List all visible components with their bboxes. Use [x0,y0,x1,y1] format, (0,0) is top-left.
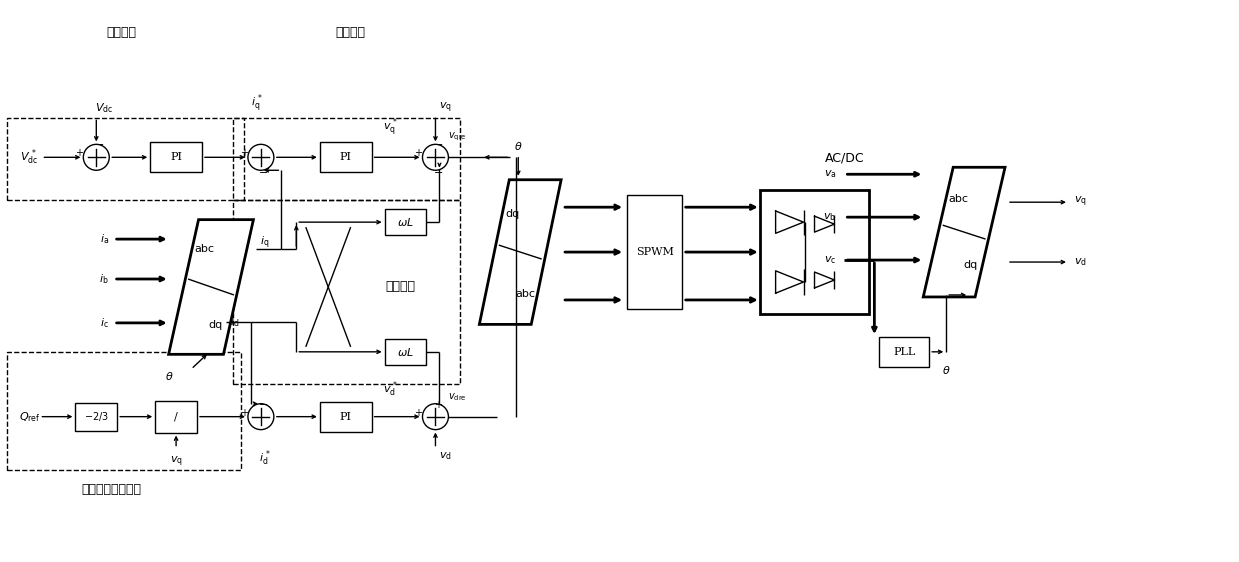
Bar [150,142,202,173]
Text: +: + [240,148,248,158]
Polygon shape [923,167,1005,297]
Text: $\theta$: $\theta$ [942,364,950,376]
Text: dq: dq [506,209,519,219]
Text: +: + [240,407,248,418]
Text: 电流内环: 电流内环 [336,26,366,39]
Text: $i_{\rm c}$: $i_{\rm c}$ [100,316,109,330]
Bar [880,337,929,367]
Text: abc: abc [948,194,968,204]
Text: $-2/3$: $-2/3$ [84,410,109,423]
Text: abc: abc [195,244,214,254]
Text: +: + [76,148,83,158]
Text: PI: PI [339,411,352,422]
Bar [627,194,683,310]
Text: $\theta$: $\theta$ [514,140,523,152]
Text: $i_{\rm d}^{\,*}$: $i_{\rm d}^{\,*}$ [259,448,271,468]
Text: /: / [175,411,178,422]
Text: $v_{\rm q}$: $v_{\rm q}$ [1074,195,1087,210]
Text: abc: abc [515,289,535,299]
Text: dq: dq [209,320,223,330]
Bar [155,401,197,433]
Bar [760,190,870,314]
Circle shape [83,144,109,170]
Text: $v_{\rm d}^{\,*}$: $v_{\rm d}^{\,*}$ [383,379,398,398]
Polygon shape [169,220,254,354]
Text: $v_{\rm d}$: $v_{\rm d}$ [1074,256,1087,268]
Text: 前馈解耦: 前馈解耦 [385,280,415,293]
Text: −: − [434,140,444,151]
Text: $v_{\rm a}$: $v_{\rm a}$ [824,169,836,180]
Text: $Q_{\rm ref}$: $Q_{\rm ref}$ [19,410,41,424]
Circle shape [248,404,274,429]
Text: $v_{\rm q}^{\,*}$: $v_{\rm q}^{\,*}$ [383,117,398,139]
Bar [76,403,118,430]
Circle shape [422,404,449,429]
Bar [384,339,426,365]
Bar [6,352,240,469]
Text: $v_{\rm b}$: $v_{\rm b}$ [824,211,836,223]
Text: +: + [415,148,422,158]
Text: $V_{\rm dc}^{\,*}$: $V_{\rm dc}^{\,*}$ [20,147,38,167]
Text: $\theta$: $\theta$ [165,370,173,382]
Text: $i_{\rm d}$: $i_{\rm d}$ [230,315,240,329]
Text: SPWM: SPWM [636,247,674,257]
Text: dq: dq [963,260,978,270]
Polygon shape [479,180,561,324]
Text: 无功功率功率控制: 无功功率功率控制 [82,483,141,496]
Text: $i_{\rm q}^{\,*}$: $i_{\rm q}^{\,*}$ [250,93,263,115]
Text: +: + [415,407,422,418]
Text: $v_{\rm dre}$: $v_{\rm dre}$ [449,391,467,403]
Bar [320,142,372,173]
Text: PI: PI [339,152,352,162]
Bar [320,402,372,432]
Text: $\omega L$: $\omega L$ [398,216,414,228]
Text: $i_{\rm b}$: $i_{\rm b}$ [99,272,109,286]
Text: $v_{\rm d}$: $v_{\rm d}$ [439,451,452,463]
Bar [233,200,461,384]
Text: PLL: PLL [893,347,916,357]
Text: $v_{\rm c}$: $v_{\rm c}$ [824,254,836,266]
Text: $V_{\rm dc}$: $V_{\rm dc}$ [95,102,114,115]
Text: $v_{\rm q}$: $v_{\rm q}$ [170,454,182,469]
Circle shape [422,144,449,170]
Bar [384,209,426,235]
Bar [6,119,244,200]
Text: +: + [435,400,442,410]
Text: −: − [434,168,444,178]
Text: −: − [94,140,104,151]
Text: −: − [259,168,269,178]
Text: $i_{\rm a}$: $i_{\rm a}$ [99,232,109,246]
Text: 电压外环: 电压外环 [107,26,136,39]
Text: PI: PI [170,152,182,162]
Text: $v_{\rm q}$: $v_{\rm q}$ [439,101,452,115]
Text: $\omega L$: $\omega L$ [398,346,414,358]
Text: $v_{\rm qre}$: $v_{\rm qre}$ [449,131,467,143]
Text: AC/DC: AC/DC [825,152,865,165]
Circle shape [248,144,274,170]
Text: $i_{\rm q}$: $i_{\rm q}$ [260,235,270,251]
Text: −: − [259,400,269,410]
Bar [233,119,461,200]
